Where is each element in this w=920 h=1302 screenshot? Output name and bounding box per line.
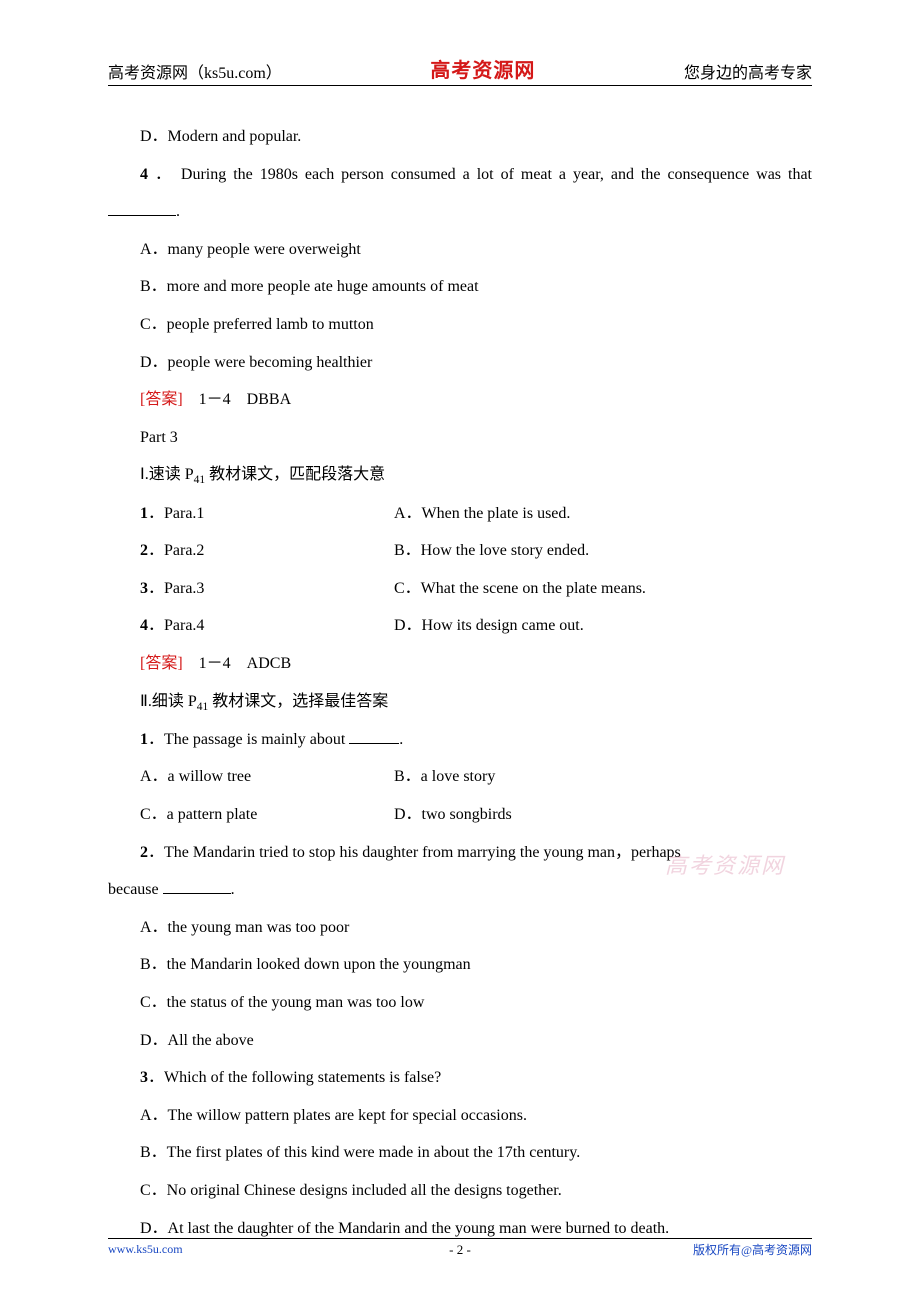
sec1-post: 教材课文，匹配段落大意 [205, 466, 385, 483]
p3q1-row-cd: C．a pattern plate D．two songbirds [108, 796, 812, 834]
match-row-2: 2．Para.2 B．How the love story ended. [108, 532, 812, 570]
match-left-4: 4．Para.4 [140, 607, 394, 645]
match-row-4: 4．Para.4 D．How its design came out. [108, 607, 812, 645]
sec2-sub: 41 [197, 701, 209, 713]
p3q2-post: . [231, 881, 235, 898]
footer-page-number: - 2 - [449, 1242, 471, 1258]
header-right: 您身边的高考专家 [684, 59, 812, 83]
header-center-logo: 高考资源网 [430, 54, 535, 83]
answer-value-2: 1－4 ADCB [183, 655, 291, 672]
answer-value: 1－4 DBBA [183, 391, 291, 408]
content-body: D．Modern and popular. 4 ． During the 198… [108, 118, 812, 1247]
match-num-1: 1 [140, 505, 148, 522]
match-row-1: 1．Para.1 A．When the plate is used. [108, 495, 812, 533]
sec2-post: 教材课文，选择最佳答案 [208, 693, 388, 710]
answer-label-2: [答案] [140, 655, 183, 672]
p3q3-num: 3 [140, 1069, 148, 1086]
q4-number: 4 [140, 166, 148, 183]
p3q2-num: 2 [140, 844, 148, 861]
p3q2-opt-d: D．All the above [108, 1022, 812, 1060]
q4-stem-post: . [176, 203, 180, 220]
p3q1-opt-c: C．a pattern plate [140, 796, 394, 834]
page-footer: www.ks5u.com - 2 - 版权所有@高考资源网 [108, 1238, 812, 1258]
q4-option-b: B．more and more people ate huge amounts … [108, 268, 812, 306]
match-para-1: ．Para.1 [148, 505, 204, 522]
sec1-sub: 41 [194, 475, 206, 487]
match-left-2: 2．Para.2 [140, 532, 394, 570]
match-num-2: 2 [140, 542, 148, 559]
match-num-3: 3 [140, 580, 148, 597]
p3q1-stem: 1．The passage is mainly about . [108, 721, 812, 759]
q4-option-a: A．many people were overweight [108, 231, 812, 269]
match-right-4: D．How its design came out. [394, 607, 812, 645]
p3q2-stem-line2: because . [108, 871, 812, 909]
header-left: 高考资源网（ks5u.com） [108, 59, 282, 83]
p3q1-opt-b: B．a love story [394, 758, 812, 796]
q4-option-d: D．people were becoming healthier [108, 344, 812, 382]
p3q3-opt-c: C．No original Chinese designs included a… [108, 1172, 812, 1210]
match-row-3: 3．Para.3 C．What the scene on the plate m… [108, 570, 812, 608]
p3q2-text1: ．The Mandarin tried to stop his daughter… [148, 844, 681, 861]
match-para-4: ．Para.4 [148, 617, 204, 634]
match-right-2: B．How the love story ended. [394, 532, 812, 570]
p3q2-opt-a: A．the young man was too poor [108, 909, 812, 947]
p3q2-opt-b: B．the Mandarin looked down upon the youn… [108, 946, 812, 984]
p3q3-stem: 3．Which of the following statements is f… [108, 1059, 812, 1097]
match-left-3: 3．Para.3 [140, 570, 394, 608]
p3q1-text: ．The passage is mainly about [148, 731, 349, 748]
match-num-4: 4 [140, 617, 148, 634]
answer-part3-1: [答案] 1－4 ADCB [108, 645, 812, 683]
p3q2-stem-line1: 2．The Mandarin tried to stop his daughte… [108, 834, 812, 872]
p3q3-opt-a: A．The willow pattern plates are kept for… [108, 1097, 812, 1135]
match-right-1: A．When the plate is used. [394, 495, 812, 533]
match-left-1: 1．Para.1 [140, 495, 394, 533]
q4-option-c: C．people preferred lamb to mutton [108, 306, 812, 344]
footer-left-url: www.ks5u.com [108, 1242, 183, 1257]
page-header: 高考资源网（ks5u.com） 高考资源网 您身边的高考专家 [108, 54, 812, 86]
p3q3-opt-b: B．The first plates of this kind were mad… [108, 1134, 812, 1172]
p3q1-row-ab: A．a willow tree B．a love story [108, 758, 812, 796]
footer-copyright: 版权所有@高考资源网 [693, 1241, 812, 1258]
q4-stem-text: ． During the 1980s each person consumed … [148, 166, 812, 183]
answer-label: [答案] [140, 391, 183, 408]
p3q1-post: . [399, 731, 403, 748]
blank [349, 729, 399, 744]
part3-section2-heading: Ⅱ.细读 P41 教材课文，选择最佳答案 [108, 683, 812, 721]
match-right-3: C．What the scene on the plate means. [394, 570, 812, 608]
q4-stem: 4 ． During the 1980s each person consume… [108, 156, 812, 231]
q3-option-d: D．Modern and popular. [108, 118, 812, 156]
part3-section1-heading: Ⅰ.速读 P41 教材课文，匹配段落大意 [108, 456, 812, 494]
p3q2-opt-c: C．the status of the young man was too lo… [108, 984, 812, 1022]
p3q2-text2: because [108, 881, 163, 898]
page: 高考资源网（ks5u.com） 高考资源网 您身边的高考专家 D．Modern … [0, 0, 920, 1302]
p3q3-text: ．Which of the following statements is fa… [148, 1069, 441, 1086]
match-para-3: ．Para.3 [148, 580, 204, 597]
p3q1-opt-a: A．a willow tree [140, 758, 394, 796]
part3-title: Part 3 [108, 419, 812, 457]
answer-part2: [答案] 1－4 DBBA [108, 381, 812, 419]
blank [108, 201, 176, 216]
p3q1-num: 1 [140, 731, 148, 748]
sec2-pre: Ⅱ.细读 P [140, 693, 197, 710]
sec1-pre: Ⅰ.速读 P [140, 466, 194, 483]
match-para-2: ．Para.2 [148, 542, 204, 559]
blank [163, 879, 231, 894]
p3q1-opt-d: D．two songbirds [394, 796, 812, 834]
